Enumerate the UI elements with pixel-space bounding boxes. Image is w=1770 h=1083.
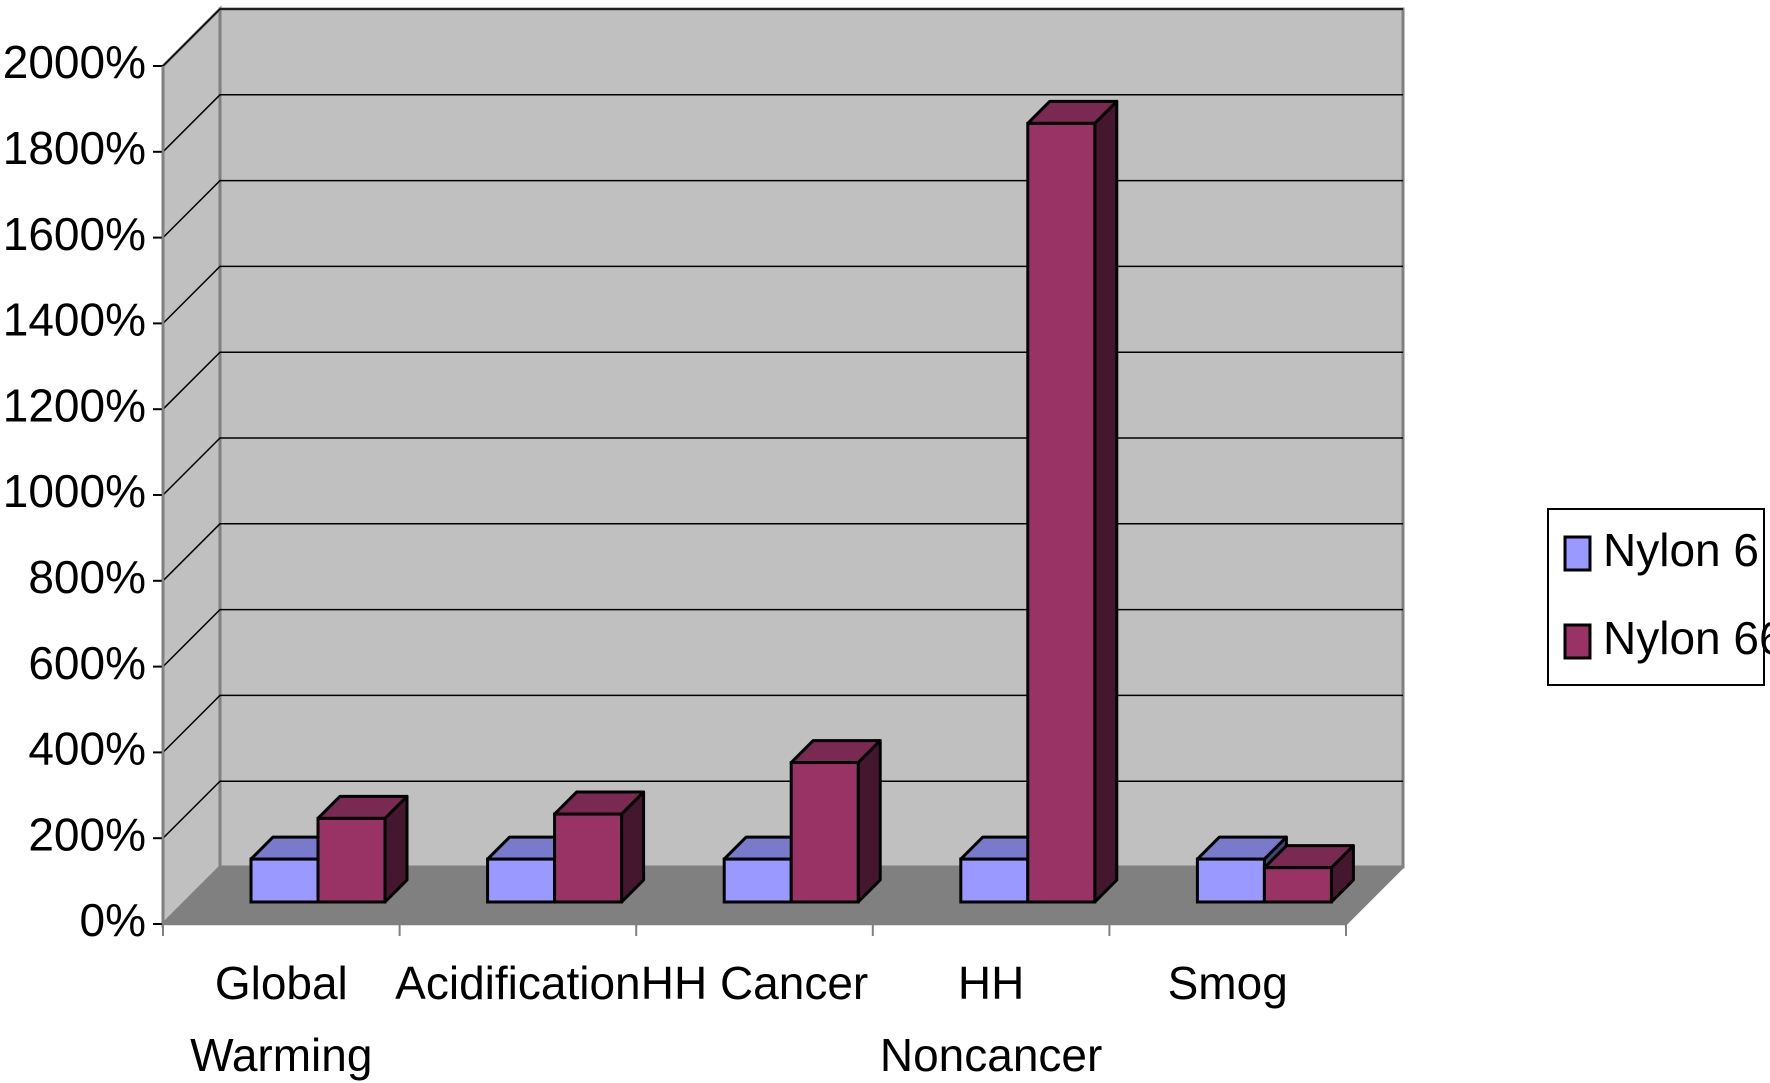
x-category-label: Noncancer <box>880 1029 1102 1081</box>
bar-side <box>1093 99 1119 904</box>
bar-side <box>856 739 882 904</box>
gridline <box>162 351 1403 410</box>
gridline <box>162 523 1403 582</box>
x-category-label: HH <box>958 957 1024 1009</box>
legend-label: Nylon 6 <box>1603 524 1759 576</box>
y-tick-label: 1600% <box>3 208 146 260</box>
legend-swatch <box>1563 623 1592 660</box>
bar-front <box>722 857 793 904</box>
x-category-label: Warming <box>190 1029 372 1081</box>
chart-walls <box>161 5 1405 928</box>
gridlines <box>162 8 1403 839</box>
bar-front <box>249 857 320 904</box>
axes <box>153 65 1404 936</box>
bar-nylon-66-2 <box>789 739 882 904</box>
gridline <box>162 780 1403 839</box>
bar-front <box>789 761 860 904</box>
y-tick-label: 800% <box>28 551 146 603</box>
gridline <box>162 94 1403 153</box>
bar-front <box>959 857 1030 904</box>
x-category-label: Global <box>215 957 348 1009</box>
legend: Nylon 6 Nylon 66 <box>1547 508 1770 686</box>
legend-label: Nylon 66 <box>1603 612 1770 664</box>
x-category-label: Smog <box>1168 957 1288 1009</box>
y-tick-label: 1400% <box>3 294 146 346</box>
bars <box>249 99 1355 904</box>
bar-nylon-66-3 <box>1026 99 1119 904</box>
y-tick-label: 400% <box>28 723 146 775</box>
gridline <box>162 179 1403 239</box>
bar-front <box>1026 121 1097 904</box>
legend-swatch <box>1563 535 1592 572</box>
y-tick-label: 1000% <box>3 465 146 517</box>
gridline <box>162 437 1403 496</box>
gridline <box>162 265 1403 324</box>
gridline <box>162 608 1403 668</box>
y-tick-label: 0% <box>80 894 146 946</box>
x-axis-category-labels: Global Warming Acidification HH Cancer HH Non… <box>190 957 1288 1081</box>
y-tick-label: 2000% <box>3 36 146 88</box>
y-axis-tick-labels: 0% 200% 400% 600% 800% 1000% 1200% 1400% 1600% 18… <box>3 36 146 946</box>
bar-nylon-66-1 <box>553 790 646 904</box>
gridline <box>162 694 1403 753</box>
bar-front <box>553 812 624 904</box>
y-tick-label: 600% <box>28 637 146 689</box>
x-category-label: Acidification <box>395 957 640 1009</box>
bar-nylon-66-4 <box>1262 844 1355 904</box>
bar-front <box>1262 866 1333 904</box>
y-tick-label: 1800% <box>3 122 146 174</box>
bar-front <box>1195 857 1266 904</box>
y-tick-label: 1200% <box>3 379 146 431</box>
bar-nylon-66-0 <box>316 794 409 904</box>
y-tick-label: 200% <box>28 808 146 860</box>
gridline <box>162 8 1403 67</box>
bar-front <box>316 816 387 904</box>
x-category-label: HH Cancer <box>641 957 869 1009</box>
bar-front <box>486 857 557 904</box>
floor-edge <box>1345 866 1404 925</box>
